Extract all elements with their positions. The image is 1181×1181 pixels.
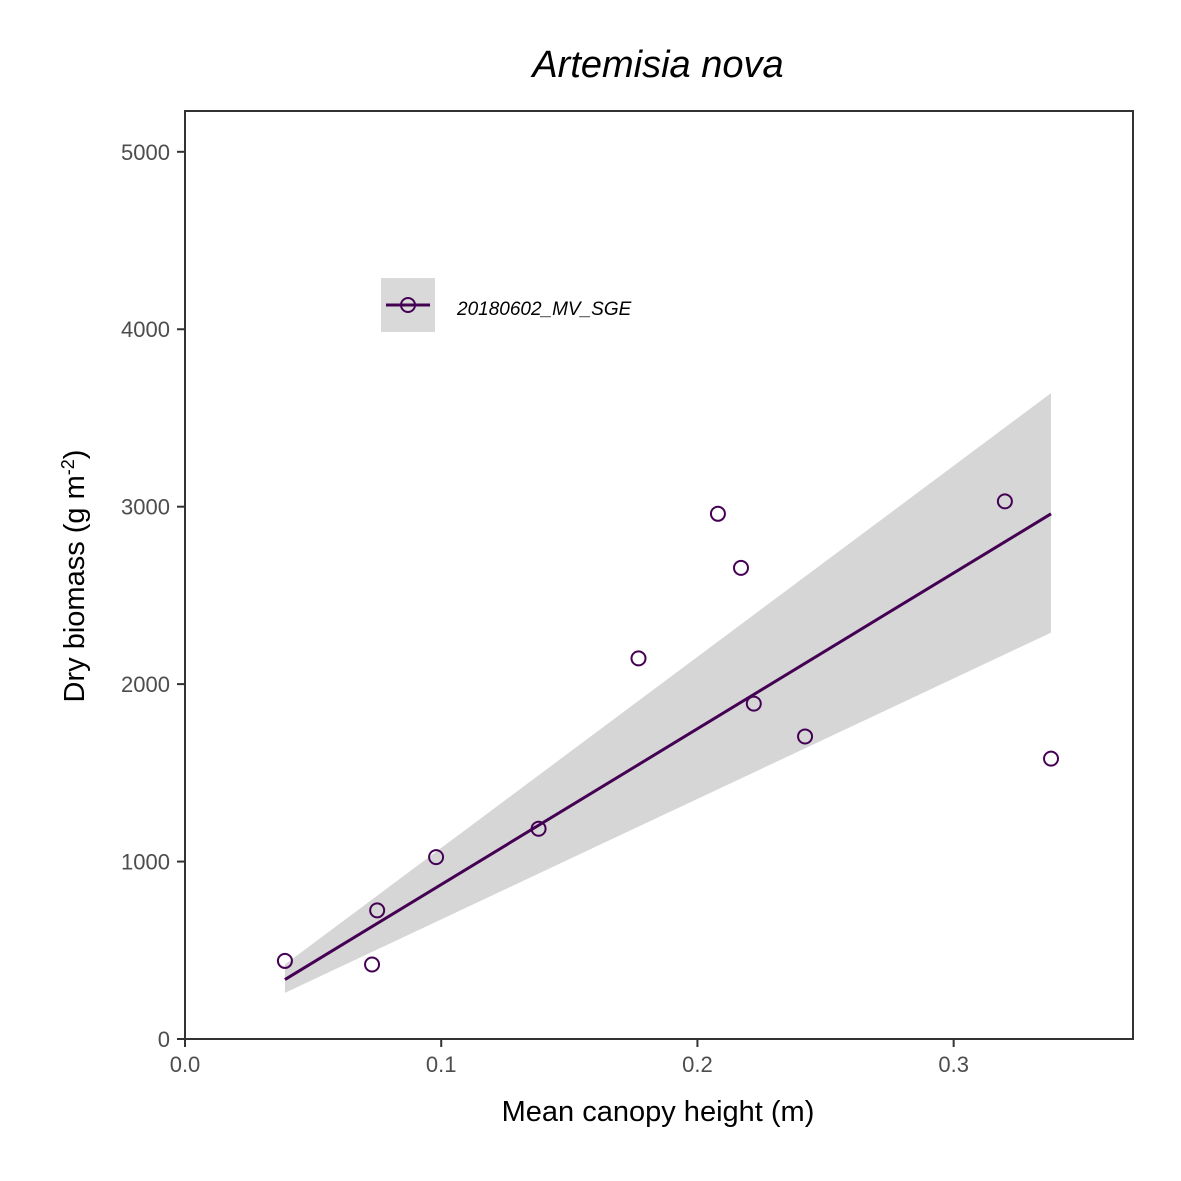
y-tick-label: 4000	[121, 317, 170, 342]
chart-title: Artemisia nova	[530, 44, 783, 86]
y-axis-title-main: Dry biomass (g m	[59, 475, 91, 702]
x-tick-label: 0.1	[426, 1052, 457, 1077]
x-tick-label: 0.2	[682, 1052, 713, 1077]
y-axis-title-superscript: -2	[58, 459, 78, 475]
data-point-11	[996, 493, 1013, 510]
y-tick-label: 1000	[121, 850, 170, 875]
y-tick-label: 5000	[121, 140, 170, 165]
data-point-2	[364, 956, 381, 973]
data-point-6	[630, 650, 647, 667]
confidence-ribbon	[284, 393, 1052, 993]
data-point-1	[276, 952, 293, 969]
data-point-9	[745, 695, 762, 712]
legend-key-point	[400, 297, 416, 313]
data-point-4	[428, 849, 445, 866]
legend: 20180602_MV_SGE	[381, 278, 632, 332]
plot-area	[276, 393, 1060, 993]
data-point-8	[732, 559, 749, 576]
y-tick-label: 2000	[121, 672, 170, 697]
legend-entry-label: 20180602_MV_SGE	[456, 299, 632, 320]
data-point-3	[369, 902, 386, 919]
y-axis-title: Dry biomass (g m-2)	[58, 450, 91, 703]
data-point-5	[530, 820, 547, 837]
data-point-10	[797, 728, 814, 745]
x-tick-label: 0.0	[170, 1052, 201, 1077]
data-point-12	[1043, 750, 1060, 767]
y-tick-label: 0	[158, 1027, 170, 1052]
x-tick-label: 0.3	[938, 1052, 969, 1077]
y-axis-title-close: )	[59, 450, 91, 460]
y-tick-label: 3000	[121, 495, 170, 520]
regression-line	[284, 512, 1052, 981]
panel-border	[184, 110, 1134, 1040]
x-axis-title: Mean canopy height (m)	[502, 1096, 815, 1128]
data-point-7	[709, 505, 726, 522]
axes: 0.0 0.1 0.2 0.3 0 1000 2000 3000 4000 5000	[121, 110, 1134, 1077]
